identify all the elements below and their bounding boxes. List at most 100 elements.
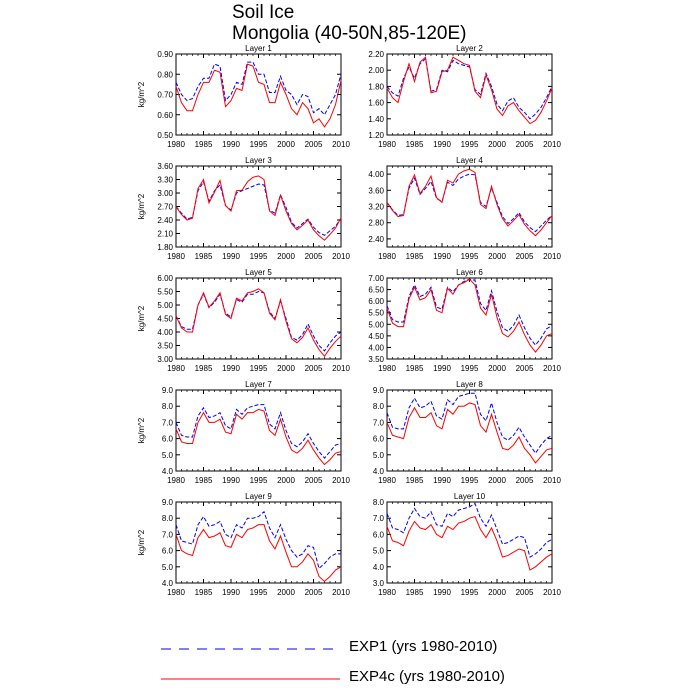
y-tick-label: 0.70 xyxy=(157,91,173,100)
y-tick-label: 5.50 xyxy=(368,309,384,318)
y-tick-label: 2.80 xyxy=(368,219,384,228)
x-tick-label: 1995 xyxy=(250,476,268,485)
panel-title: Layer 8 xyxy=(456,380,483,389)
chart-panel-9: Layer 9 1980 1985 1990 1995 2000 2005 2010 4.0 5.… xyxy=(137,492,350,597)
y-tick-label: 3.60 xyxy=(157,162,173,171)
x-tick-label: 2010 xyxy=(543,476,561,485)
plot-frame xyxy=(386,165,553,248)
y-tick-label: 4.0 xyxy=(162,579,174,588)
y-tick-label: 6.0 xyxy=(162,547,174,556)
y-tick-label: 2.70 xyxy=(157,203,173,212)
x-tick-label: 1990 xyxy=(222,252,240,261)
x-tick-label: 1995 xyxy=(461,364,479,373)
series-line-exp4c xyxy=(386,56,553,125)
y-tick-label: 4.0 xyxy=(373,467,385,476)
plot-frame xyxy=(175,501,342,584)
x-tick-label: 1995 xyxy=(250,588,268,597)
y-axis-label: kg/m^2 xyxy=(137,529,146,555)
y-tick-label: 1.60 xyxy=(368,99,384,108)
y-tick-label: 3.60 xyxy=(368,186,384,195)
y-tick-label: 9.0 xyxy=(162,386,174,395)
x-tick-label: 2000 xyxy=(488,140,506,149)
x-tick-label: 1995 xyxy=(461,476,479,485)
panel-title: Layer 10 xyxy=(454,492,486,501)
y-tick-label: 7.0 xyxy=(373,418,385,427)
y-tick-label: 0.60 xyxy=(157,111,173,120)
series-line-exp1 xyxy=(175,180,342,236)
x-tick-label: 2005 xyxy=(305,476,323,485)
panel-title: Layer 2 xyxy=(456,44,483,53)
x-tick-label: 1985 xyxy=(406,364,424,373)
x-tick-label: 1990 xyxy=(222,588,240,597)
y-tick-label: 6.00 xyxy=(368,297,384,306)
y-tick-label: 0.50 xyxy=(157,131,173,140)
x-tick-label: 1980 xyxy=(167,252,185,261)
x-tick-label: 2005 xyxy=(305,364,323,373)
y-axis-label: kg/m^2 xyxy=(137,193,146,219)
x-tick-label: 1985 xyxy=(406,140,424,149)
x-tick-label: 2000 xyxy=(488,364,506,373)
plot-frame xyxy=(175,389,342,472)
x-tick-label: 1990 xyxy=(433,588,451,597)
series-line-exp1 xyxy=(386,392,553,455)
chart-panel-7: Layer 7 1980 1985 1990 1995 2000 2005 2010 4.0 5.… xyxy=(137,380,350,485)
series-line-exp4c xyxy=(386,402,553,464)
x-tick-label: 1980 xyxy=(378,588,396,597)
plot-frame xyxy=(175,277,342,360)
y-tick-label: 1.80 xyxy=(368,82,384,91)
series-line-exp1 xyxy=(386,173,553,233)
y-tick-label: 1.80 xyxy=(157,243,173,252)
y-tick-label: 4.50 xyxy=(368,332,384,341)
x-tick-label: 1980 xyxy=(378,364,396,373)
y-tick-label: 1.20 xyxy=(368,131,384,140)
y-tick-label: 7.0 xyxy=(162,418,174,427)
x-tick-label: 2005 xyxy=(305,252,323,261)
y-tick-label: 6.0 xyxy=(373,530,385,539)
series-line-exp1 xyxy=(175,510,341,570)
x-tick-label: 2005 xyxy=(305,140,323,149)
x-tick-label: 2005 xyxy=(516,252,534,261)
x-tick-label: 1990 xyxy=(222,476,240,485)
y-tick-label: 5.50 xyxy=(157,288,173,297)
series-line-exp4c xyxy=(175,524,342,583)
y-tick-label: 0.90 xyxy=(157,50,173,59)
y-tick-label: 2.20 xyxy=(368,50,384,59)
y-tick-label: 6.0 xyxy=(162,435,174,444)
x-tick-label: 1995 xyxy=(461,140,479,149)
x-tick-label: 2005 xyxy=(516,364,534,373)
x-tick-label: 2010 xyxy=(543,364,561,373)
x-tick-label: 1985 xyxy=(195,364,213,373)
y-tick-label: 5.0 xyxy=(373,451,385,460)
x-tick-label: 2010 xyxy=(332,140,350,149)
y-tick-label: 6.50 xyxy=(368,286,384,295)
y-axis-label: kg/m^2 xyxy=(137,81,146,107)
y-tick-label: 7.00 xyxy=(368,274,384,283)
series-line-exp4c xyxy=(175,175,342,241)
chart-panel-8: Layer 8 1980 1985 1990 1995 2000 2005 2010 4.0 5.… xyxy=(373,380,562,485)
figure-title-line-2: Mongolia (40-50N,85-120E) xyxy=(232,23,467,44)
x-tick-label: 1985 xyxy=(406,476,424,485)
panel-title: Layer 9 xyxy=(245,492,272,501)
y-tick-label: 2.10 xyxy=(157,230,173,239)
series-line-exp4c xyxy=(386,515,553,571)
chart-panel-2: Layer 2 1980 1985 1990 1995 2000 2005 2010 1.20 1… xyxy=(368,44,561,149)
y-tick-label: 4.0 xyxy=(373,563,385,572)
x-tick-label: 1980 xyxy=(167,364,185,373)
chart-panel-10: Layer 10 1980 1985 1990 1995 2000 2005 2010 3.0 4… xyxy=(373,492,562,597)
series-line-exp4c xyxy=(386,278,553,353)
y-axis-label: kg/m^2 xyxy=(137,417,146,443)
x-tick-label: 1990 xyxy=(433,252,451,261)
x-tick-label: 1990 xyxy=(433,476,451,485)
chart-panel-5: Layer 5 1980 1985 1990 1995 2000 2005 2010 3.00 3… xyxy=(137,268,350,373)
panel-title: Layer 3 xyxy=(245,156,272,165)
y-tick-label: 1.40 xyxy=(368,115,384,124)
x-tick-label: 2000 xyxy=(277,364,295,373)
y-tick-label: 5.0 xyxy=(162,563,174,572)
y-tick-label: 3.00 xyxy=(157,355,173,364)
chart-panel-3: Layer 3 1980 1985 1990 1995 2000 2005 2010 1.80 2… xyxy=(137,156,350,261)
y-tick-label: 3.50 xyxy=(368,355,384,364)
x-tick-label: 2010 xyxy=(543,588,561,597)
y-tick-label: 6.0 xyxy=(373,435,385,444)
x-tick-label: 2010 xyxy=(332,476,350,485)
y-tick-label: 4.00 xyxy=(368,170,384,179)
